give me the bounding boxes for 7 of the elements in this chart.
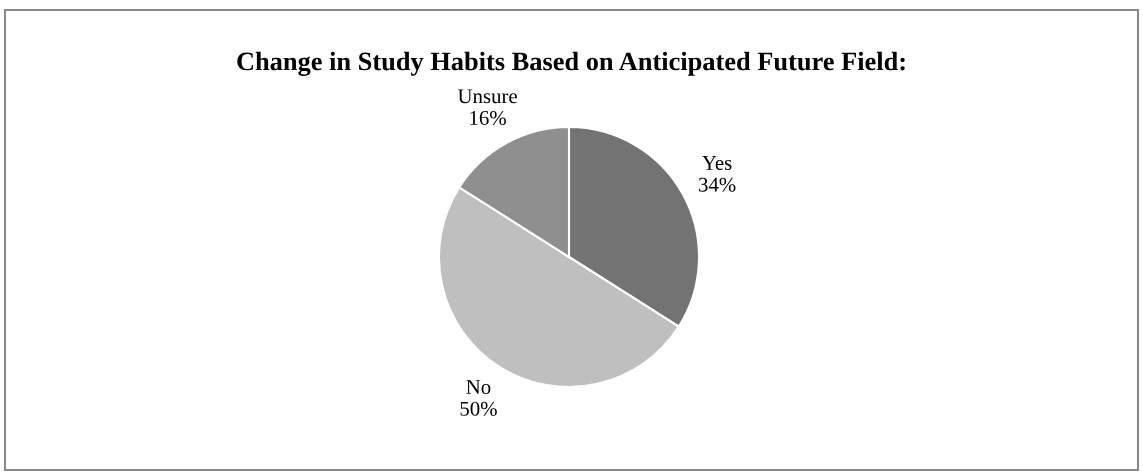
slice-label: No [466, 380, 491, 395]
data-label: 16% [470, 110, 506, 126]
slice-label: Unsure [457, 89, 517, 104]
data-label: 34% [699, 177, 736, 192]
chart-title: Change in Study Habits Based on Anticipated Future Field: [237, 51, 905, 76]
slice-label: Yes [702, 156, 732, 170]
data-label: 50% [460, 401, 497, 416]
